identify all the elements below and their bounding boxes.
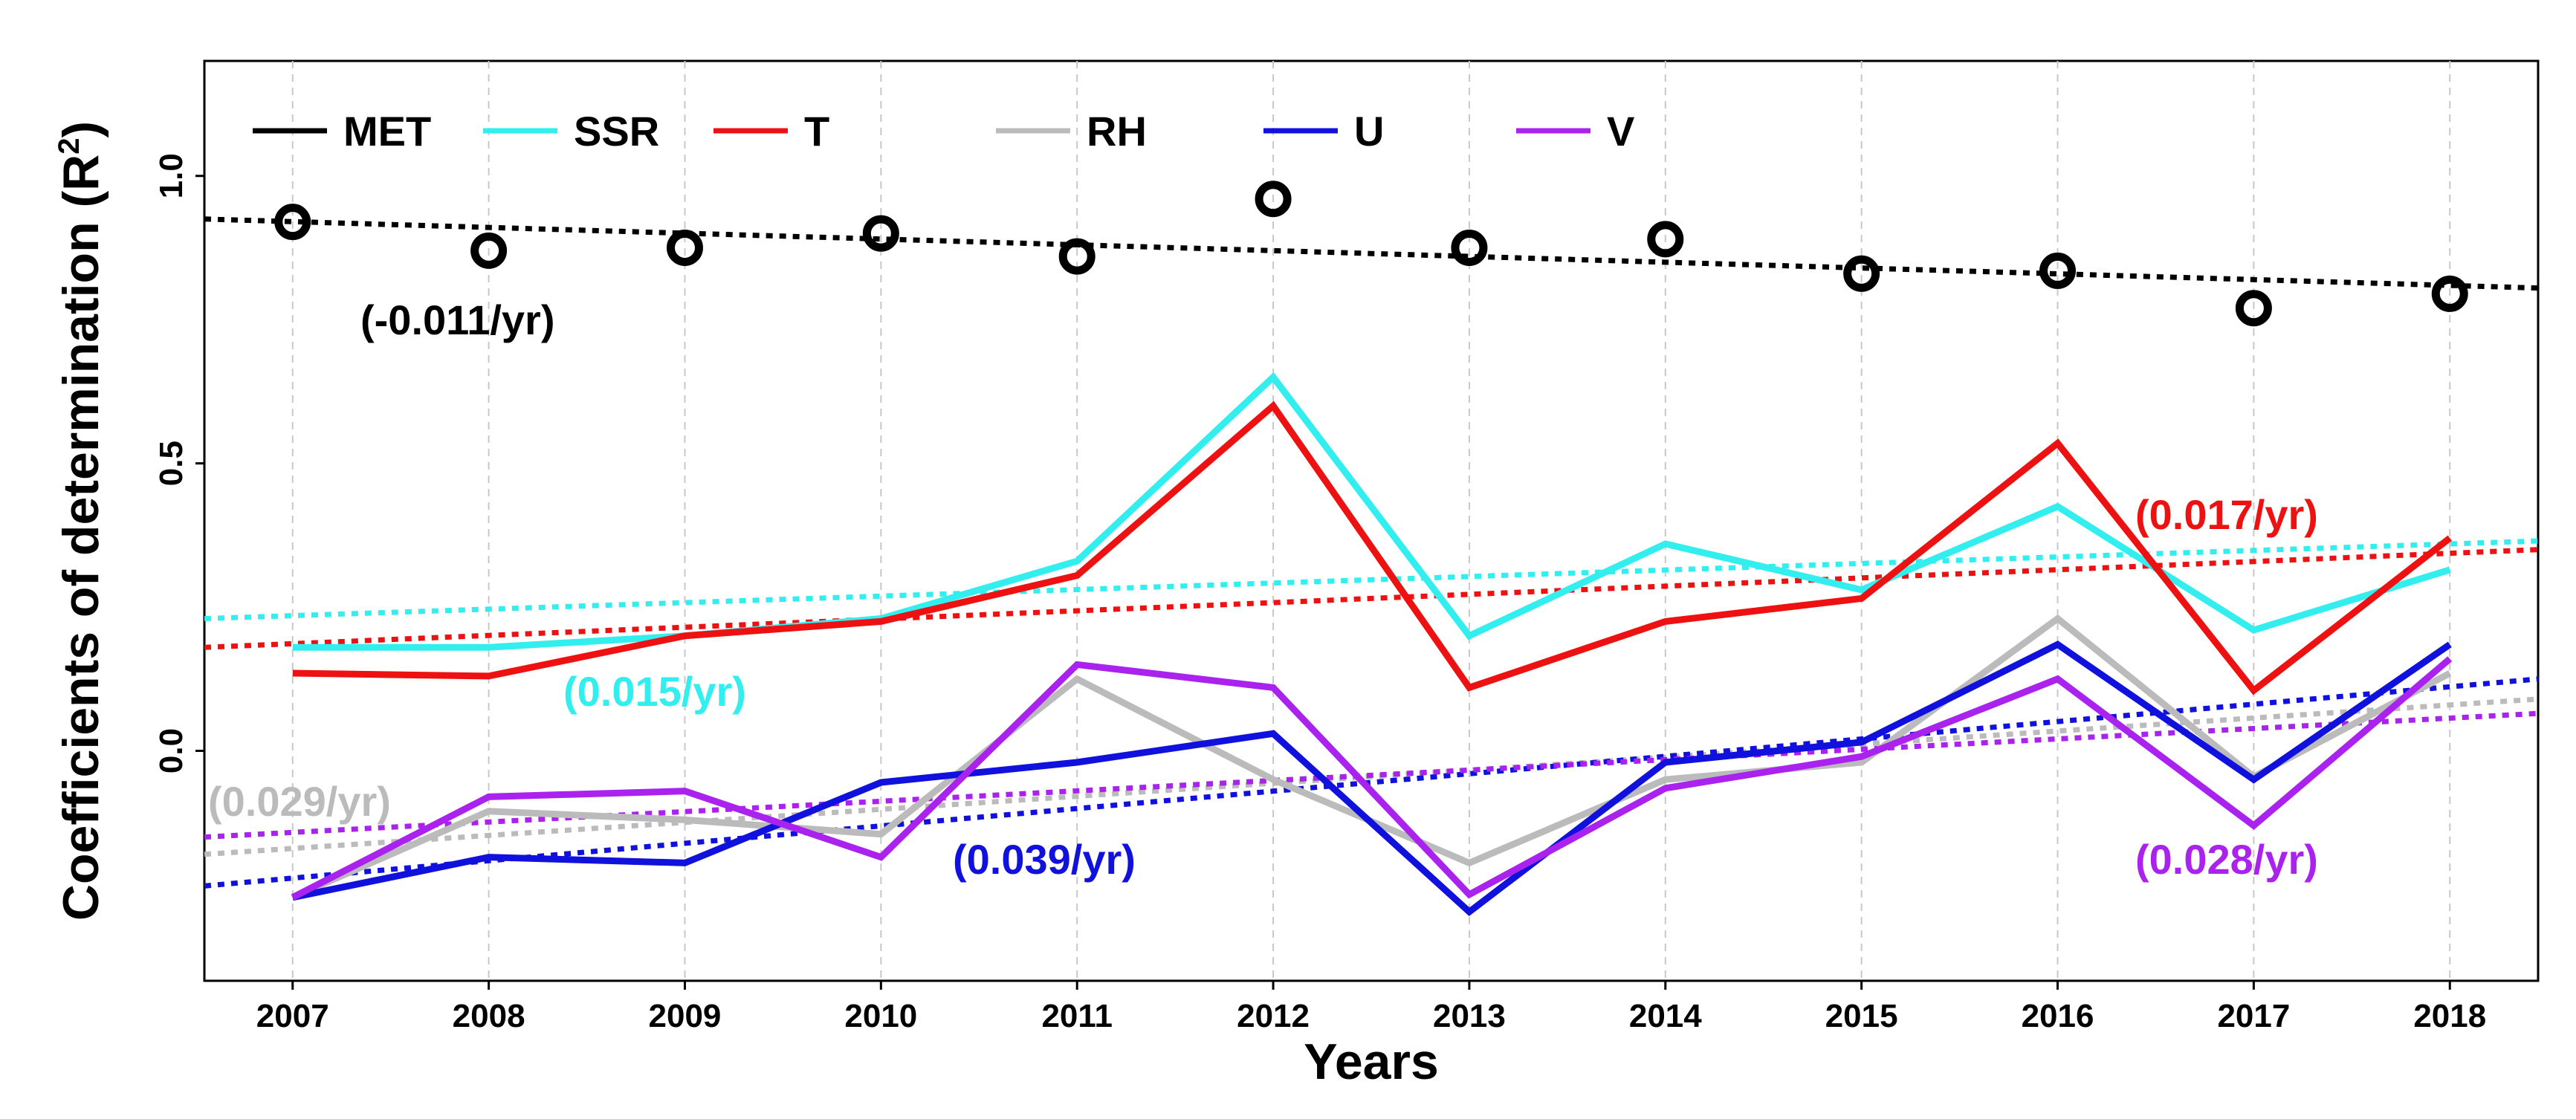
y-tick-label-1: 0.5 (153, 441, 190, 486)
trend-label-rh: (0.029/yr) (208, 778, 391, 825)
x-tick-label-2014: 2014 (1629, 998, 1702, 1034)
x-tick-label-2011: 2011 (1041, 998, 1112, 1034)
y-tick-label-2: 1.0 (153, 153, 190, 198)
trend-annotations: (-0.011/yr) (0.015/yr) (0.017/yr) (0.029/yr… (208, 296, 2318, 883)
series-lines (291, 372, 2453, 917)
point-met-2018 (2431, 275, 2468, 312)
axis-ticks: 2007 2008 2009 2010 2011 2012 2013 2014 2015 2016… (153, 153, 2486, 1034)
x-tick-label-2018: 2018 (2413, 998, 2486, 1034)
x-tick-label-2012: 2012 (1237, 998, 1310, 1034)
point-met-2017 (2235, 290, 2272, 327)
point-met-2015 (1843, 255, 1880, 292)
point-met-2011 (1058, 238, 1096, 275)
x-tick-label-2015: 2015 (1825, 998, 1898, 1034)
point-met-2008 (470, 232, 508, 269)
x-tick-label-2008: 2008 (453, 998, 525, 1034)
trend-label-ssr: (0.015/yr) (563, 668, 746, 715)
legend-label-rh: RH (1087, 108, 1147, 155)
trend-line-u (204, 676, 2539, 889)
y-axis-title: Coefficients of determination (R2) (53, 121, 109, 921)
trend-label-met: (-0.011/yr) (360, 296, 555, 343)
point-met-2010 (862, 215, 899, 252)
y-axis-title-close: ) (53, 121, 109, 138)
series-line-t (292, 400, 2453, 695)
trend-line-met (204, 216, 2539, 291)
x-axis-title: Years (1304, 1034, 1439, 1090)
trend-label-t: (0.017/yr) (2135, 491, 2318, 538)
series-line-rh (291, 614, 2452, 901)
legend-label-met: MET (343, 108, 431, 155)
legend: MET SSR T RH U V (253, 108, 1634, 155)
point-met-2007 (274, 204, 311, 241)
x-tick-label-2007: 2007 (256, 998, 329, 1034)
plot-frame (203, 59, 2540, 982)
trend-label-v: (0.028/yr) (2135, 836, 2318, 883)
y-tick-label-0: 0.0 (153, 728, 190, 773)
series-line-v (291, 656, 2453, 901)
legend-label-t: T (804, 108, 829, 155)
point-met-2013 (1451, 229, 1488, 266)
met-markers (274, 181, 2468, 327)
series-line-ssr (292, 372, 2451, 651)
trend-line-t (204, 547, 2539, 650)
point-met-2016 (2039, 252, 2077, 289)
point-met-2014 (1647, 221, 1684, 258)
x-tick-label-2010: 2010 (844, 998, 917, 1034)
point-met-2009 (666, 229, 703, 266)
legend-label-ssr: SSR (574, 108, 659, 155)
series-line-u (291, 640, 2452, 917)
x-tick-label-2016: 2016 (2022, 998, 2094, 1034)
point-met-2012 (1255, 181, 1292, 218)
legend-label-v: V (1607, 108, 1634, 155)
legend-label-u: U (1354, 108, 1384, 155)
y-axis-title-sup: 2 (53, 138, 85, 155)
x-tick-label-2017: 2017 (2217, 998, 2290, 1034)
x-tick-label-2013: 2013 (1433, 998, 1506, 1034)
trend-label-u: (0.039/yr) (953, 836, 1136, 883)
x-tick-label-2009: 2009 (649, 998, 722, 1034)
grid (291, 61, 2451, 981)
